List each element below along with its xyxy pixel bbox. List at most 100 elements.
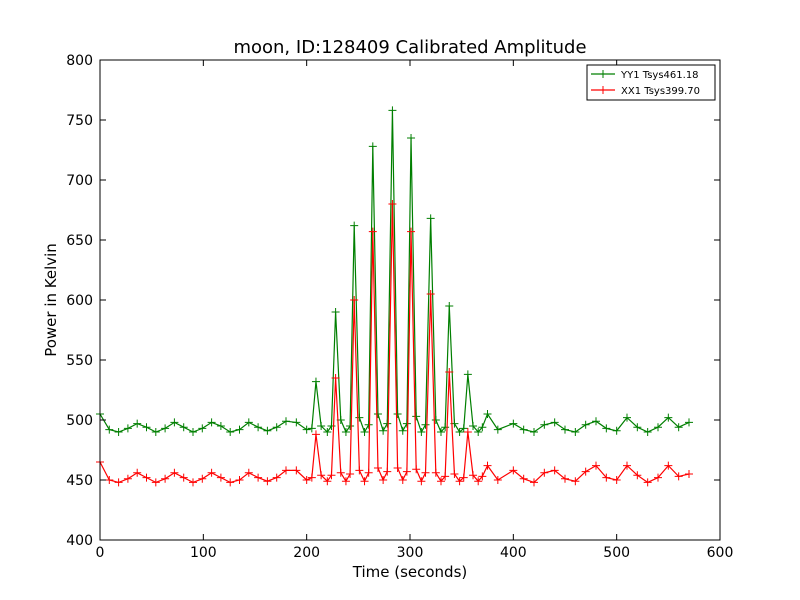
data-point	[441, 472, 450, 481]
data-point	[483, 410, 492, 418]
data-point	[463, 370, 472, 379]
data-point	[226, 428, 235, 436]
y-axis-label: Power in Kelvin	[42, 243, 60, 357]
data-point	[421, 420, 430, 429]
data-point	[455, 428, 464, 436]
data-point	[355, 413, 364, 422]
legend-marker	[599, 70, 607, 78]
data-point	[633, 423, 642, 432]
data-point	[360, 428, 369, 436]
series-layer	[96, 106, 693, 487]
data-point	[417, 428, 426, 436]
data-point	[272, 423, 281, 432]
x-tick-label: 500	[603, 545, 630, 561]
data-point	[393, 410, 402, 418]
data-point	[302, 476, 311, 484]
data-point	[331, 374, 340, 382]
data-point	[307, 473, 316, 482]
data-point	[530, 478, 538, 487]
data-point	[388, 106, 397, 115]
data-point	[317, 471, 326, 480]
data-point	[592, 417, 600, 426]
x-tick-label: 600	[707, 545, 734, 561]
data-point	[426, 214, 435, 223]
data-point	[105, 476, 114, 484]
data-point	[455, 477, 464, 486]
legend: YY1 Tsys461.18 XX1 Tsys399.70	[586, 64, 716, 101]
data-point	[235, 425, 244, 434]
data-point	[469, 471, 478, 480]
y-tick-label: 600	[66, 293, 93, 309]
data-point	[323, 477, 332, 486]
data-point	[151, 428, 160, 436]
data-point	[244, 418, 253, 427]
data-point	[530, 428, 538, 436]
data-point	[292, 466, 301, 475]
data-point	[654, 423, 662, 432]
y-tick-label: 450	[66, 473, 93, 489]
data-point	[350, 221, 359, 230]
data-point	[478, 472, 487, 481]
data-point	[341, 477, 350, 486]
data-point	[437, 477, 445, 486]
data-point	[170, 468, 179, 477]
data-point	[633, 471, 642, 480]
x-axis-label: Time (seconds)	[352, 563, 468, 581]
data-point	[674, 472, 683, 481]
data-point	[133, 419, 142, 428]
data-point	[393, 464, 402, 472]
data-point	[407, 227, 416, 236]
data-point	[474, 428, 483, 436]
data-point	[244, 468, 253, 477]
data-point	[483, 461, 492, 470]
data-point	[368, 142, 377, 151]
data-point	[216, 473, 225, 482]
data-point	[383, 467, 392, 476]
data-point	[123, 424, 132, 433]
data-point	[550, 418, 559, 427]
chart-title: moon, ID:128409 Calibrated Amplitude	[233, 37, 586, 58]
data-point	[685, 470, 693, 478]
data-point	[519, 474, 528, 483]
data-point	[114, 478, 123, 487]
data-point	[105, 425, 114, 434]
data-point	[581, 467, 590, 476]
y-axis: 400 450 500 550 600 650 700 750 800	[66, 53, 720, 549]
data-point	[685, 418, 693, 427]
data-point	[654, 473, 662, 482]
data-point	[263, 477, 272, 486]
data-point	[364, 468, 373, 477]
data-point	[445, 368, 454, 376]
data-point	[431, 416, 440, 424]
data-point	[643, 478, 652, 487]
data-point	[198, 474, 207, 483]
data-point	[421, 468, 430, 477]
data-point	[179, 473, 188, 482]
data-point	[226, 478, 235, 487]
data-point	[341, 428, 350, 436]
data-point	[207, 468, 216, 477]
data-point	[379, 476, 388, 484]
data-point	[493, 425, 502, 434]
data-point	[254, 473, 263, 482]
data-point	[216, 422, 225, 430]
data-point	[431, 468, 440, 477]
data-point	[602, 473, 611, 482]
data-point	[623, 413, 631, 422]
data-point	[336, 468, 345, 477]
data-point	[561, 474, 569, 483]
data-point	[602, 424, 611, 433]
data-point	[571, 477, 580, 486]
data-point	[327, 471, 336, 480]
data-point	[445, 302, 454, 310]
data-point	[450, 470, 459, 478]
data-point	[346, 422, 355, 430]
x-tick-label: 400	[500, 545, 527, 561]
data-point	[161, 474, 170, 483]
data-point	[412, 412, 421, 421]
data-point	[379, 426, 388, 435]
data-point	[478, 423, 487, 432]
data-point	[402, 419, 411, 428]
data-point	[282, 466, 290, 475]
